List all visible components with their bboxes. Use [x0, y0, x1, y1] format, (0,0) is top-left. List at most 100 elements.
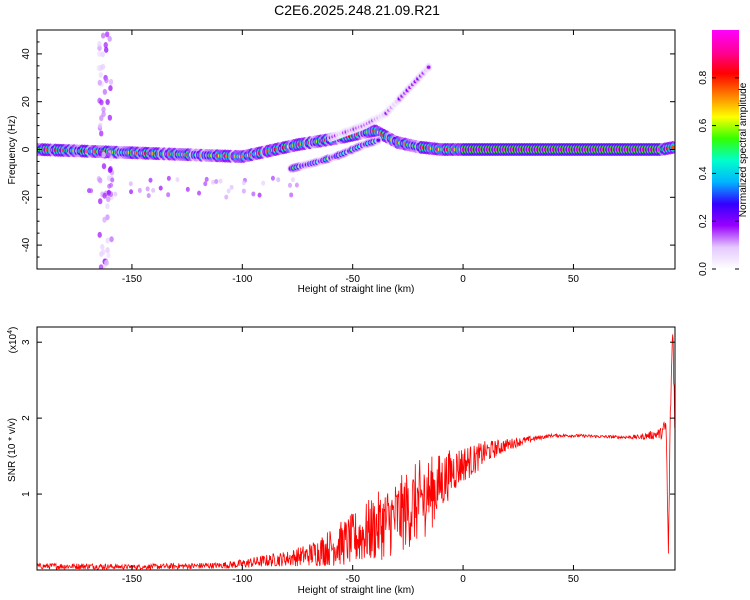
spectral-blob: [100, 32, 106, 39]
snr-x-tick-label: -100: [232, 574, 252, 585]
snr-x-tick-label: -150: [122, 574, 142, 585]
spectral-blob: [105, 237, 110, 244]
spectral-blob: [290, 177, 295, 183]
spectral-blob: [101, 163, 107, 170]
spectral-blob: [106, 252, 111, 259]
spectrogram-x-tick-label: -100: [232, 274, 252, 285]
colorbar-tick-label: 0.2: [698, 214, 709, 228]
colorbar-gradient: [712, 30, 739, 269]
spectral-blob: [100, 244, 105, 251]
spectral-blob: [98, 71, 103, 78]
spectral-blob: [294, 182, 299, 188]
spectral-feature-2: [327, 62, 433, 143]
spectral-blob: [270, 175, 275, 181]
spectrogram-x-tick-label: -150: [122, 274, 142, 285]
spectral-blob: [107, 35, 112, 42]
spectral-blob: [204, 176, 209, 182]
spectral-blob: [211, 179, 216, 185]
spectral-blob: [229, 184, 234, 190]
spectral-blob: [104, 46, 109, 53]
spectral-blob: [100, 51, 105, 58]
spectral-blob: [166, 192, 171, 198]
colorbar-tick-label: 0.8: [698, 70, 709, 84]
spectral-blob: [106, 189, 111, 195]
spectral-blob: [103, 259, 109, 266]
spectral-blob: [106, 196, 111, 203]
spectrogram-y-tick-label: 0: [21, 146, 32, 152]
spectral-blob: [104, 77, 109, 84]
spectral-blob: [105, 99, 110, 106]
spectrogram-y-tick-label: -40: [21, 237, 32, 252]
spectral-blob: [101, 106, 106, 113]
spectrogram-y-axis-label: Frequency (Hz): [7, 116, 18, 185]
spectral-blob: [158, 185, 163, 191]
snr-x-tick-label: 50: [568, 574, 580, 585]
spectrogram-y-tick-label: 20: [21, 96, 32, 108]
snr-x-axis-label: Height of straight line (km): [298, 585, 415, 596]
spectral-blob: [128, 181, 133, 187]
spectral-blob: [218, 178, 223, 184]
snr-x-tick-label: 0: [460, 574, 466, 585]
spectral-feature-3: [96, 31, 115, 269]
spectral-blob: [98, 198, 103, 205]
spectral-blob: [151, 187, 156, 193]
spectral-blob: [106, 152, 111, 159]
snr-panel: -150 -100 -50 0 50 1 2 3 Height of straight lin…: [7, 326, 676, 596]
snr-y-tick-label: 1: [21, 491, 32, 497]
snr-x-tick-label: -50: [345, 574, 360, 585]
spectrogram-x-tick-label: 0: [460, 274, 466, 285]
spectral-blob: [226, 188, 231, 194]
spectral-blob: [108, 85, 113, 92]
snr-frame: [36, 326, 676, 571]
spectral-blob: [97, 41, 102, 48]
colorbar-tick-label: 0.0: [698, 262, 709, 276]
spectral-blob: [98, 264, 104, 269]
spectral-blob: [166, 175, 171, 181]
spectral-blob: [251, 191, 256, 197]
spectral-blob: [103, 42, 108, 49]
spectral-blob: [185, 186, 190, 192]
spectral-blob: [426, 65, 431, 69]
spectral-blob: [101, 249, 106, 256]
spectral-blob: [287, 182, 292, 188]
colorbar-tick-label: 0.6: [698, 118, 709, 132]
spectral-blob: [97, 122, 103, 129]
spectral-blob: [148, 177, 153, 183]
spectral-blob: [108, 78, 114, 85]
spectral-blob: [137, 187, 142, 193]
chart-title: C2E6.2025.248.21.09.R21: [274, 2, 440, 18]
spectral-blob: [203, 181, 208, 187]
spectral-blob: [104, 31, 110, 38]
spectral-blob: [107, 114, 113, 121]
spectrogram-x-tick-label: 50: [568, 274, 580, 285]
spectral-blob: [98, 177, 103, 184]
spectrogram-x-axis-label: Height of straight line (km): [298, 284, 415, 295]
colorbar: 0.0 0.2 0.4 0.6 0.8 Normalized spectral ampl…: [698, 30, 749, 276]
spectral-blob: [289, 192, 294, 198]
spectrogram-x-tick-label: -50: [345, 274, 360, 285]
spectral-blob: [376, 138, 381, 142]
spectral-blob: [146, 193, 151, 199]
spectral-feature-1: [287, 135, 382, 174]
spectral-blob: [97, 231, 102, 238]
spectral-blob: [257, 192, 262, 198]
spectral-blob: [99, 99, 104, 106]
spectrogram-y-tick-label: -20: [21, 190, 32, 205]
spectral-blob: [197, 190, 202, 196]
spectral-blob: [99, 115, 104, 122]
spectral-blob: [241, 188, 246, 194]
spectral-blob: [102, 88, 108, 95]
spectrogram-y-tick-label: 40: [21, 48, 32, 60]
spectral-blob: [107, 183, 112, 189]
spectral-noise: [87, 175, 299, 200]
spectral-blob: [109, 236, 114, 243]
spectral-blob: [100, 63, 106, 70]
spectral-blob: [102, 216, 107, 223]
snr-y-tick-label: 3: [21, 339, 32, 345]
spectral-blob: [98, 150, 103, 157]
snr-y-tick-label: 2: [21, 415, 32, 421]
colorbar-label: Normalized spectral amplitude: [738, 82, 749, 217]
snr-series-line: [37, 334, 675, 570]
spectral-blob: [110, 177, 115, 183]
